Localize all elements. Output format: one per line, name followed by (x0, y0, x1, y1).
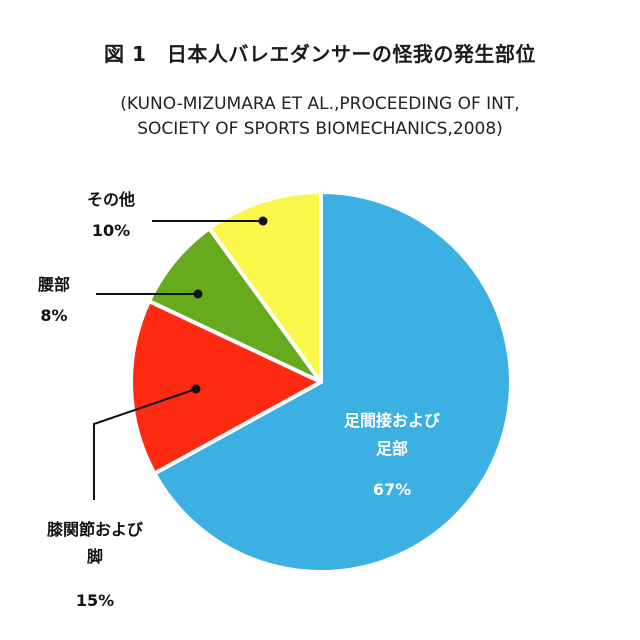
subtitle-line-1: (KUNO-MIZUMARA ET AL.,PROCEEDING OF INT, (120, 94, 520, 114)
leader-line-2 (93, 388, 197, 500)
leader-dot-4 (258, 216, 268, 226)
chart-title: 図 1 日本人バレエダンサーの怪我の発生部位 (104, 42, 536, 66)
pie-slice-2 (129, 299, 323, 476)
subtitle-line-2: SOCIETY OF SPORTS BIOMECHANICS,2008) (137, 119, 503, 139)
slice-name-3-line-1: 腰部 (38, 275, 70, 294)
slice-name-1-line-1: 足間接および (344, 411, 441, 430)
slice-percent-2: 15% (76, 591, 114, 610)
pie-slice-4 (207, 190, 323, 384)
slice-percent-4: 10% (92, 221, 130, 240)
leader-dot-2 (191, 384, 201, 394)
slice-name-2-line-2: 脚 (87, 547, 103, 566)
leader-dot-3 (193, 289, 203, 299)
slice-name-4-line-1: その他 (87, 190, 135, 209)
slice-percent-3: 8% (40, 306, 67, 325)
chart-subtitle: (KUNO-MIZUMARA ET AL.,PROCEEDING OF INT,… (0, 92, 640, 142)
pie-slice-1 (152, 190, 513, 574)
slice-name-2-line-1: 膝関節および (47, 520, 144, 539)
slice-name-1-line-2: 足部 (376, 439, 408, 458)
slice-percent-1: 67% (373, 480, 411, 499)
